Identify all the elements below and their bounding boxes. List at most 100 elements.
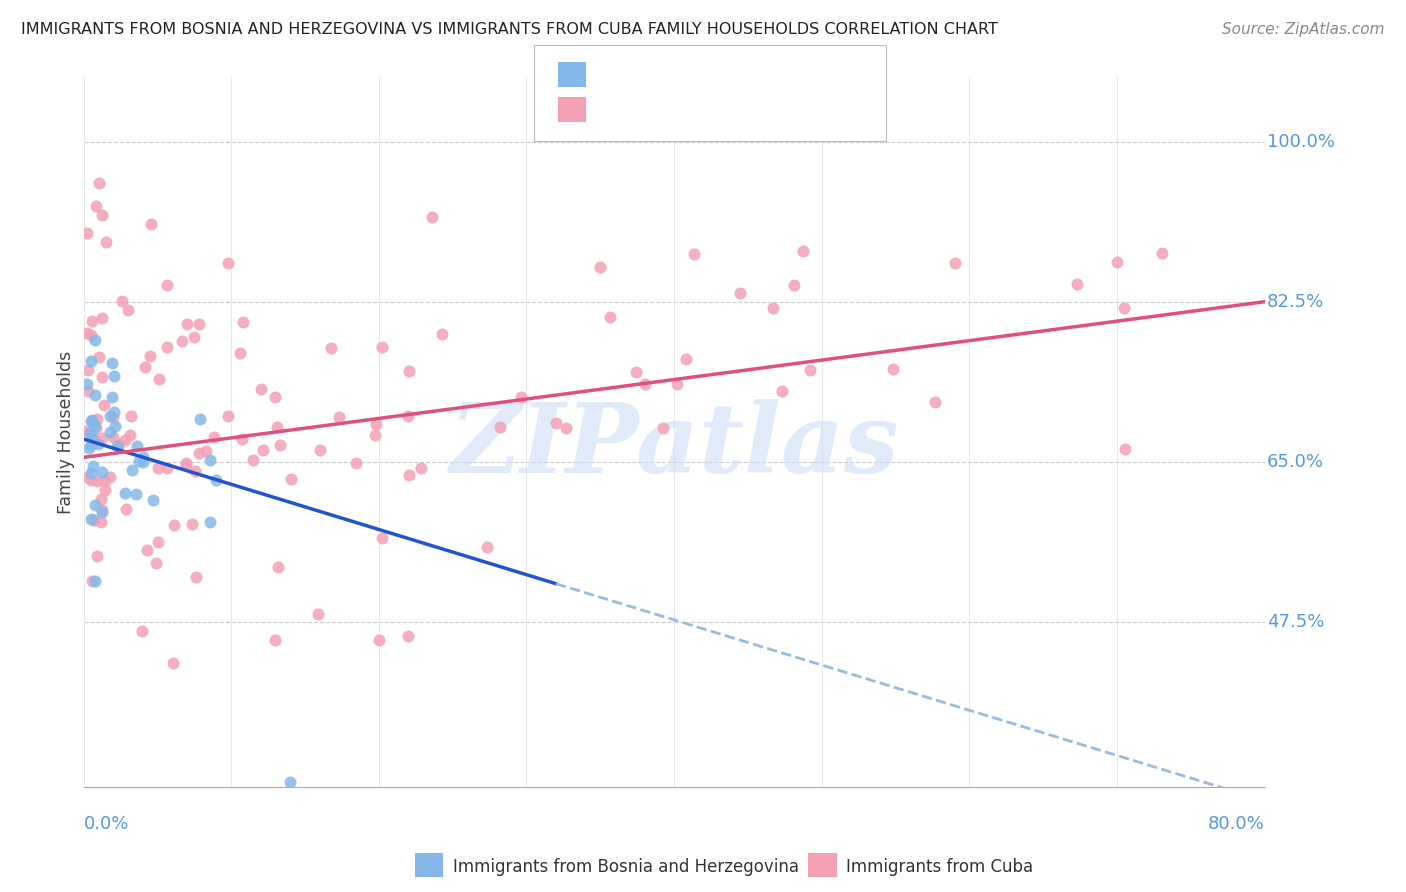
Point [172, 334, 194, 349]
Point [146, 461, 169, 475]
Point [198, 515, 221, 529]
Point [1107, 255, 1129, 269]
Point [96, 235, 118, 250]
Point [76, 424, 98, 438]
Text: 125: 125 [758, 100, 797, 120]
Point [278, 775, 301, 789]
Point [231, 432, 253, 446]
Point [782, 277, 804, 292]
Point [308, 443, 330, 458]
Point [93, 398, 115, 412]
Point [1150, 246, 1173, 260]
Text: 40: 40 [758, 64, 783, 84]
Point [117, 303, 139, 318]
Point [79, 473, 101, 487]
Point [76, 226, 98, 240]
Point [131, 450, 153, 464]
Point [184, 569, 207, 583]
Point [198, 453, 221, 467]
Text: Immigrants from Cuba: Immigrants from Cuba [846, 858, 1033, 876]
Point [82, 314, 104, 328]
Point [131, 624, 153, 638]
Point [103, 410, 125, 425]
Point [269, 438, 291, 452]
Point [79, 466, 101, 480]
Point [105, 440, 128, 454]
Point [364, 428, 387, 442]
Point [371, 531, 394, 545]
Point [124, 487, 146, 501]
Point [174, 458, 197, 473]
Point [264, 633, 287, 648]
Point [364, 417, 387, 431]
Point [762, 301, 785, 315]
Point [87, 437, 110, 451]
Point [682, 247, 704, 261]
Text: N =: N = [716, 100, 758, 120]
Point [202, 430, 225, 444]
Point [142, 493, 165, 508]
Point [163, 517, 186, 532]
Point [792, 244, 814, 258]
Point [184, 464, 207, 478]
Point [84, 198, 107, 212]
Point [242, 452, 264, 467]
Point [396, 409, 419, 423]
Point [84, 421, 107, 435]
Point [156, 278, 179, 293]
Point [91, 431, 114, 445]
Point [79, 425, 101, 440]
Point [115, 502, 138, 516]
Point [599, 310, 621, 325]
Point [555, 421, 578, 435]
Point [89, 176, 111, 190]
Point [217, 255, 239, 269]
Point [882, 361, 904, 376]
Point [943, 256, 966, 270]
Point [411, 461, 433, 475]
Point [80, 413, 103, 427]
Point [77, 469, 100, 483]
Point [148, 535, 170, 549]
Point [132, 455, 155, 469]
Point [104, 419, 127, 434]
Point [91, 310, 114, 325]
Point [121, 463, 143, 477]
Point [183, 329, 205, 343]
Point [799, 362, 821, 376]
Point [194, 443, 217, 458]
Point [544, 416, 567, 430]
Point [666, 377, 689, 392]
Text: Immigrants from Bosnia and Herzegovina: Immigrants from Bosnia and Herzegovina [453, 858, 799, 876]
Point [266, 419, 288, 434]
Point [80, 511, 103, 525]
Point [634, 376, 657, 391]
Point [307, 607, 329, 621]
Point [280, 472, 302, 486]
Point [174, 456, 197, 470]
Point [371, 340, 394, 354]
Point [76, 376, 98, 391]
Point [651, 421, 673, 435]
Point [101, 356, 124, 370]
Point [148, 372, 170, 386]
Point [321, 341, 343, 355]
Point [101, 390, 124, 404]
Point [83, 434, 105, 448]
Point [232, 315, 254, 329]
Point [80, 574, 103, 589]
Point [420, 210, 443, 224]
Point [94, 483, 117, 498]
Point [398, 467, 420, 482]
Text: 100.0%: 100.0% [1267, 133, 1334, 151]
Point [475, 541, 498, 555]
Point [134, 360, 156, 375]
Point [136, 543, 159, 558]
Point [84, 387, 107, 401]
Point [139, 349, 162, 363]
Text: 80.0%: 80.0% [1208, 815, 1264, 833]
Point [103, 368, 125, 383]
Point [86, 549, 108, 563]
Point [91, 369, 114, 384]
Point [344, 456, 367, 470]
